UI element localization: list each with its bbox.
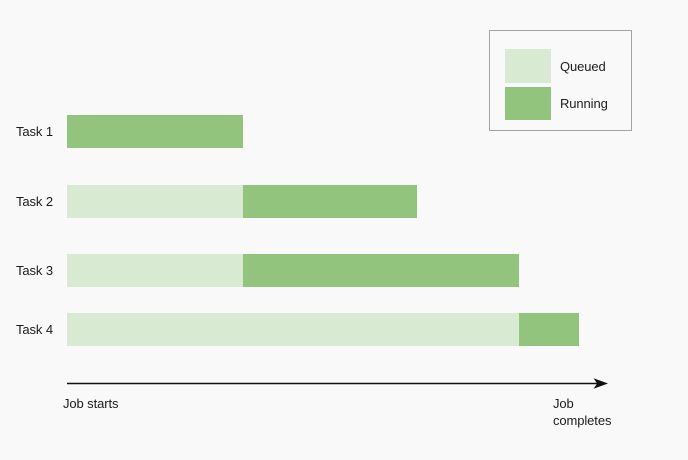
bar-segment-running — [67, 115, 244, 148]
legend-item-running: Running — [505, 87, 631, 120]
legend: Queued Running — [489, 30, 632, 131]
queued-swatch — [505, 49, 551, 83]
task-row: Task 4 — [0, 313, 688, 346]
task-label: Task 3 — [16, 263, 53, 278]
axis-label-job-starts: Job starts — [63, 396, 119, 411]
legend-label-running: Running — [560, 96, 608, 111]
task-row: Task 2 — [0, 185, 688, 218]
bar-segment-running — [518, 313, 579, 346]
bar-segment-queued — [67, 185, 244, 218]
bar-segment-queued — [67, 254, 244, 287]
bar-segment-running — [243, 185, 417, 218]
axis-label-job-completes: Job completes — [553, 396, 612, 428]
task-label: Task 2 — [16, 194, 53, 209]
task-label: Task 1 — [16, 124, 53, 139]
bar-segment-queued — [67, 313, 519, 346]
bar-segment-running — [243, 254, 519, 287]
task-label: Task 4 — [16, 322, 53, 337]
task-row: Task 3 — [0, 254, 688, 287]
legend-item-queued: Queued — [505, 49, 631, 83]
running-swatch — [505, 87, 551, 120]
task-row: Task 1 — [0, 115, 688, 148]
legend-label-queued: Queued — [560, 58, 606, 74]
